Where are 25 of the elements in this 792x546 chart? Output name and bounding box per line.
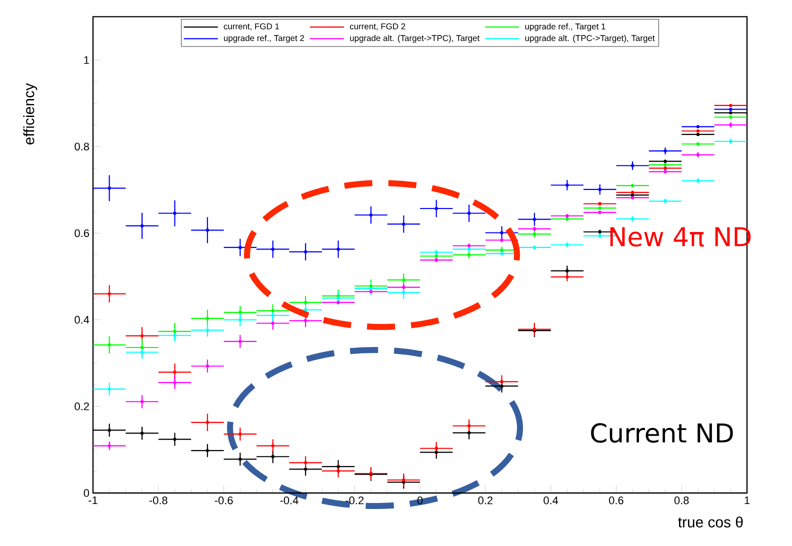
legend-label: upgrade alt. (Target->TPC), Target: [350, 34, 480, 43]
x-tick-label: -0.2: [346, 496, 364, 504]
y-tick-label: 0.2: [74, 402, 89, 410]
y-tick-label: 1: [84, 56, 89, 64]
x-tick-label: 0.2: [478, 496, 492, 504]
x-tick-label: 1: [744, 496, 750, 504]
legend-label: upgrade ref., Target 2: [224, 34, 304, 43]
y-tick-label: 0: [84, 489, 90, 497]
legend-label: upgrade alt. (TPC->Target), Target: [525, 34, 655, 43]
y-axis-title: efficiency: [23, 83, 38, 144]
annotation: Current ND: [591, 423, 733, 443]
legend-label: upgrade ref., Target 1: [525, 23, 606, 32]
x-tick-label: 0.8: [674, 496, 689, 504]
x-axis-title: true cos θ: [678, 516, 743, 528]
legend-label: current, FGD 1: [224, 23, 280, 30]
legend-label: current, FGD 2: [350, 23, 406, 30]
x-tick-label: -0.8: [149, 496, 168, 504]
y-tick-label: 0.4: [74, 316, 90, 324]
y-tick-label: 0.8: [74, 142, 90, 150]
x-tick-label: -1: [88, 496, 98, 504]
x-tick-label: 0.6: [609, 496, 624, 504]
x-tick-label: -0.4: [280, 496, 298, 504]
y-tick-label: 0.6: [74, 229, 90, 238]
x-tick-label: -0.6: [214, 496, 233, 504]
x-tick-label: 0.4: [544, 496, 558, 504]
